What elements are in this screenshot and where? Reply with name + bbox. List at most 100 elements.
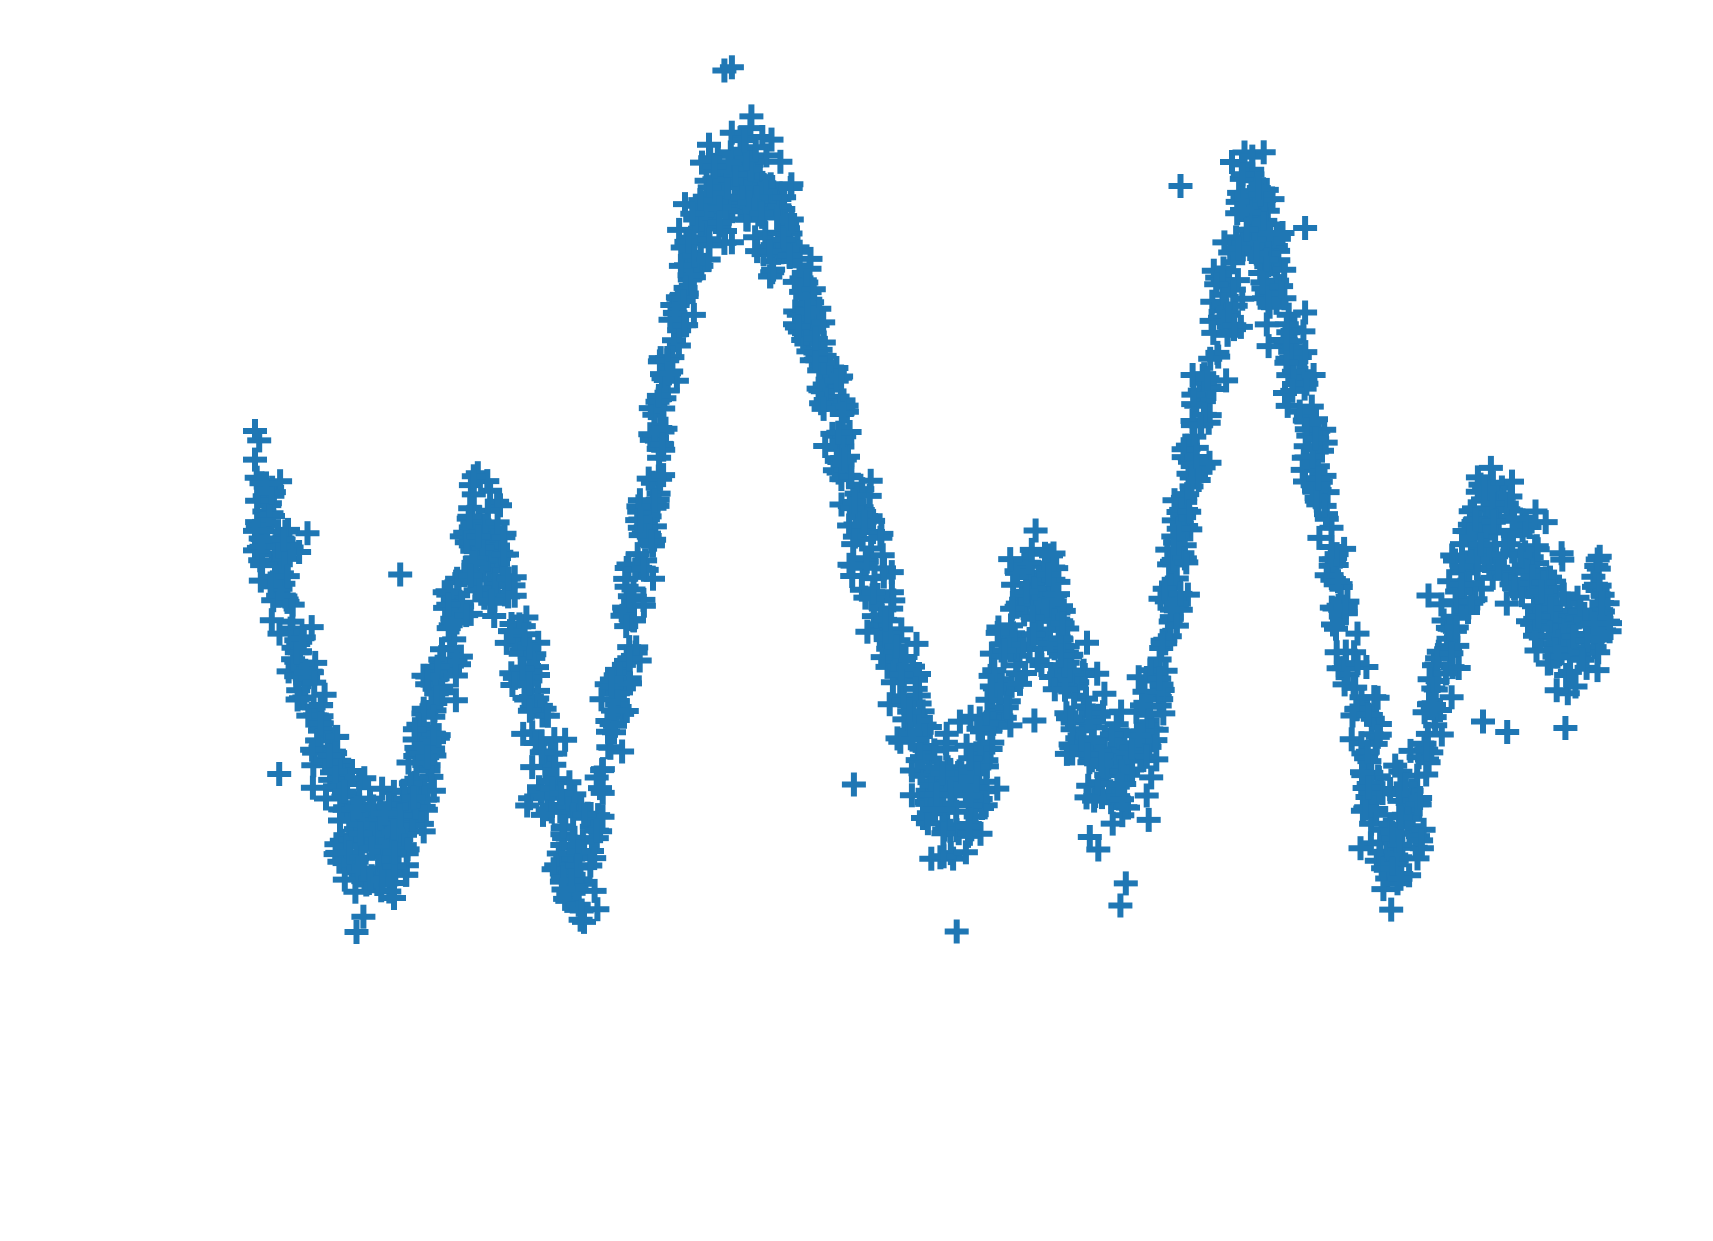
data-point [535,703,560,728]
data-point [491,542,516,567]
data-point [642,488,667,513]
data-point [584,818,609,843]
data-point [761,257,786,282]
data-point [861,580,886,605]
data-point [985,620,1010,645]
data-point [1014,579,1039,604]
data-point [998,547,1023,572]
data-point [873,607,898,632]
data-point [443,663,468,688]
data-point [345,795,370,820]
data-point [956,814,981,839]
data-point [1523,499,1548,524]
data-point [757,239,782,264]
data-point [1234,217,1259,242]
data-point [1408,786,1433,810]
data-point [517,671,542,696]
data-point [1471,709,1495,734]
data-point [1437,569,1462,594]
data-point [1324,640,1349,665]
data-point [786,314,811,339]
data-point [1379,897,1404,922]
data-point [870,645,895,670]
data-point [702,154,727,179]
data-point [657,361,681,386]
data-point [980,730,1005,755]
data-point [1498,484,1523,509]
data-point [485,510,510,535]
data-point [1022,708,1047,733]
data-point [1319,535,1344,559]
data-point [1356,702,1381,727]
data-point [458,563,483,588]
data-point [1025,648,1050,673]
data-point [998,713,1023,738]
data-point [985,776,1010,801]
data-point [415,745,440,770]
data-point [1050,611,1075,636]
data-point [402,717,427,742]
data-point [1226,236,1251,261]
data-point [671,289,696,314]
data-point [1388,866,1413,891]
data-point [947,709,972,734]
data-point [1589,625,1614,649]
data-point [881,588,906,613]
data-point [1321,612,1345,637]
data-point [337,840,362,865]
data-point [1256,290,1281,315]
data-point [1174,550,1199,575]
data-point [639,529,664,554]
data-point [1449,572,1474,597]
data-point [243,518,267,543]
data-point [811,396,836,421]
data-point [1251,140,1276,165]
data-point [829,364,854,389]
data-point [628,507,653,532]
data-point [1550,547,1575,572]
data-point [1287,399,1312,424]
data-point [308,711,333,736]
data-point [1333,595,1358,619]
data-point [884,634,909,659]
data-point [1353,796,1378,821]
data-point [625,542,650,567]
data-point [749,201,774,226]
data-point [243,447,267,472]
data-point [457,504,482,529]
data-point [601,698,625,723]
data-point [1433,661,1458,686]
data-point [903,676,928,701]
data-point [531,802,555,827]
data-point [1443,589,1468,614]
data-point [992,638,1017,663]
data-point [801,277,826,302]
data-point [897,699,922,724]
data-point [1058,705,1083,730]
data-point [889,662,914,687]
data-point [275,564,300,589]
data-point [1127,723,1151,748]
data-point [578,853,603,878]
data-point [1092,681,1117,706]
data-point [1538,596,1563,621]
data-point [1256,334,1281,359]
data-point [778,176,803,200]
data-point [1197,450,1222,475]
data-point [870,543,895,568]
data-point [351,856,376,881]
data-point [768,149,793,174]
data-point [826,420,851,445]
data-point [688,188,713,213]
data-point [285,687,310,712]
data-point [296,703,321,728]
data-point [1269,274,1294,299]
data-point [295,521,320,546]
data-point [1416,583,1441,608]
data-point [1563,674,1588,699]
data-point [1164,566,1189,591]
data-point [348,821,373,846]
data-point [1147,666,1172,691]
